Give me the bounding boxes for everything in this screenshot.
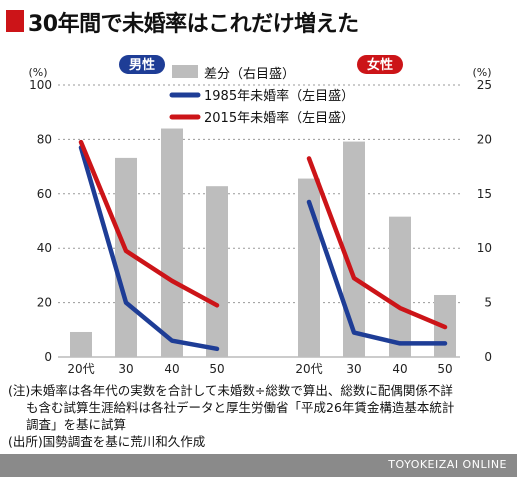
left-tick-label: 60 (37, 187, 52, 201)
panel-badge-label: 女性 (367, 57, 393, 73)
right-tick-label: 5 (484, 296, 492, 310)
source-line: (出所)国勢調査を基に荒川和久作成 (8, 434, 206, 449)
right-tick-label: 10 (477, 241, 492, 255)
panel-badge (357, 55, 403, 74)
note-line-3: 調査」を基に試算 (26, 417, 127, 432)
category-label: 40 (392, 362, 407, 376)
legend-diff-swatch (172, 65, 198, 78)
left-tick-label: 80 (37, 132, 52, 146)
right-axis-unit: (%) (472, 66, 491, 79)
right-tick-label: 15 (477, 187, 492, 201)
title-accent-block (6, 10, 24, 32)
left-axis-unit: (%) (28, 66, 47, 79)
category-label: 30 (118, 362, 133, 376)
category-label: 30 (346, 362, 361, 376)
line-2015 (78, 139, 220, 308)
chart-title: 30年間で未婚率はこれだけ増えた (28, 12, 359, 37)
panel-badge (119, 55, 165, 74)
left-tick-label: 0 (44, 350, 52, 364)
category-label: 50 (437, 362, 452, 376)
panel-badge-label: 男性 (129, 57, 155, 73)
line-1985 (78, 145, 220, 352)
category-label: 20代 (295, 362, 322, 376)
legend-label-diff: 差分（右目盛） (204, 67, 295, 82)
diff-bar (343, 141, 365, 357)
diff-bar (70, 331, 92, 357)
diff-bar (206, 186, 228, 357)
category-label: 40 (164, 362, 179, 376)
left-tick-label: 40 (37, 241, 52, 255)
category-label: 50 (209, 362, 224, 376)
diff-bar (161, 128, 183, 357)
legend-label-y1985: 1985年未婚率（左目盛） (204, 88, 354, 104)
note-line-1: (注)未婚率は各年代の実数を合計して未婚数÷総数で算出、総数に配偶関係不詳 (8, 383, 453, 398)
left-tick-label: 20 (37, 296, 52, 310)
footer-bar: TOYOKEIZAI ONLINE (0, 454, 517, 477)
line-2015 (306, 156, 448, 330)
line-1985 (306, 199, 448, 346)
note-line-2: も含む試算生涯給料は各社データと厚生労働省「平成26年賃金構造基本統計 (26, 400, 455, 415)
category-label: 20代 (67, 362, 94, 376)
right-tick-label: 20 (477, 132, 492, 146)
footer-brand: TOYOKEIZAI ONLINE (388, 458, 507, 471)
legend-label-y2015: 2015年未婚率（左目盛） (204, 110, 354, 126)
left-tick-label: 100 (29, 78, 52, 92)
right-tick-label: 0 (484, 350, 492, 364)
right-tick-label: 25 (477, 78, 492, 92)
diff-bar (389, 216, 411, 357)
